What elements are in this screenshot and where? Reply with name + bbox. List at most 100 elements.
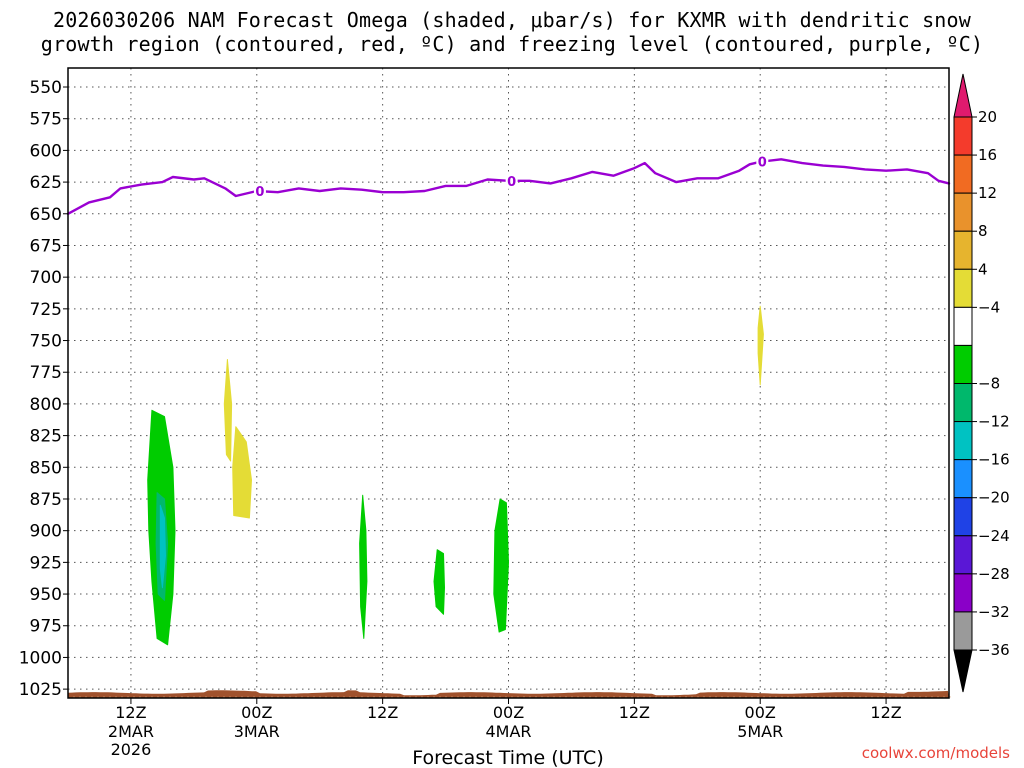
surface-dot [577, 696, 579, 698]
y-tick-label: 800 [30, 395, 62, 415]
omega-area [433, 549, 445, 615]
surface-dot [649, 696, 651, 698]
surface-dot [367, 696, 369, 698]
surface-dot [259, 696, 261, 698]
x-tick-date: 3MAR [234, 722, 280, 741]
colorbar-box [953, 306, 973, 346]
surface-dot [373, 696, 375, 698]
surface-dot [781, 696, 783, 698]
y-tick-label: 600 [30, 141, 62, 161]
surface-dot [889, 696, 891, 698]
colorbar-box [953, 535, 973, 575]
surface-dot [835, 696, 837, 698]
colorbar-top-arrow [953, 73, 973, 118]
y-tick-label: 550 [30, 78, 62, 98]
surface-dot [229, 696, 231, 698]
surface-dot [811, 696, 813, 698]
surface-dot [349, 696, 351, 698]
surface-dot [523, 696, 525, 698]
surface-dot [319, 696, 321, 698]
surface-dot [817, 696, 819, 698]
colorbar-box [953, 344, 973, 384]
surface-dot [397, 696, 399, 698]
surface-dot [877, 696, 879, 698]
surface-dot [751, 696, 753, 698]
surface-dot [265, 696, 267, 698]
surface-dot [85, 696, 87, 698]
surface-dot [241, 696, 243, 698]
surface-dot [541, 696, 543, 698]
surface-dot [853, 696, 855, 698]
surface-dot [271, 696, 273, 698]
surface-dot [829, 696, 831, 698]
surface-dot [721, 696, 723, 698]
colorbar-box [953, 421, 973, 461]
colorbar-label: 20 [978, 108, 997, 126]
surface-dot [793, 696, 795, 698]
surface-dot [487, 696, 489, 698]
x-tick-label: 12Z [115, 703, 146, 722]
surface-dot [199, 696, 201, 698]
y-tick-label: 1025 [19, 680, 62, 700]
surface-dot [805, 696, 807, 698]
surface-dot [157, 696, 159, 698]
surface-dot [391, 696, 393, 698]
surface-dot [553, 696, 555, 698]
surface-dot [145, 696, 147, 698]
omega-area [757, 305, 764, 386]
surface-dot [313, 696, 315, 698]
freezing-level-label: 0 [255, 185, 264, 200]
surface-dot [283, 696, 285, 698]
omega-area [223, 359, 233, 462]
credit-link[interactable]: coolwx.com/models [861, 744, 1010, 762]
y-tick-label: 925 [30, 553, 62, 573]
surface-dot [139, 696, 141, 698]
surface-dot [301, 696, 303, 698]
surface-dot [697, 696, 699, 698]
surface-dot [217, 696, 219, 698]
y-tick-label: 825 [30, 427, 62, 447]
surface-dot [589, 696, 591, 698]
surface-dot [823, 696, 825, 698]
surface-dot [457, 696, 459, 698]
surface-dot [883, 696, 885, 698]
x-axis-label: Forecast Time (UTC) [412, 747, 603, 768]
surface-dot [187, 696, 189, 698]
surface-dot [727, 696, 729, 698]
surface-dot [325, 696, 327, 698]
y-tick-label: 950 [30, 585, 62, 605]
surface-dot [643, 696, 645, 698]
surface-dot [463, 696, 465, 698]
surface-dot [931, 696, 933, 698]
surface-dot [127, 696, 129, 698]
surface-dot [655, 696, 657, 698]
surface-dot [109, 696, 111, 698]
surface-dot [919, 696, 921, 698]
surface-dot [103, 696, 105, 698]
surface-dot [295, 696, 297, 698]
surface-dot [595, 696, 597, 698]
colorbar-legend: 20 16 12 8 4 −4 −8 −12 −16 −20 −24 −28 −32 −36 [953, 73, 1010, 693]
surface-dot [499, 696, 501, 698]
surface-dot [511, 696, 513, 698]
surface-dot [775, 696, 777, 698]
freezing-level-label: 0 [758, 156, 767, 171]
surface-dot [415, 696, 417, 698]
surface-dot [181, 696, 183, 698]
surface-dot [871, 696, 873, 698]
surface-dot [289, 696, 291, 698]
surface-dot [661, 696, 663, 698]
colorbar-bottom-arrow [953, 649, 973, 693]
surface-dot [439, 696, 441, 698]
surface-dot [769, 696, 771, 698]
surface-dot [709, 696, 711, 698]
surface-dot [91, 696, 93, 698]
surface-dot [619, 696, 621, 698]
x-tick-label: 12Z [870, 703, 901, 722]
surface-dot [505, 696, 507, 698]
surface-dot [925, 696, 927, 698]
surface-dot [133, 696, 135, 698]
surface-dot [307, 696, 309, 698]
surface-dot [601, 696, 603, 698]
